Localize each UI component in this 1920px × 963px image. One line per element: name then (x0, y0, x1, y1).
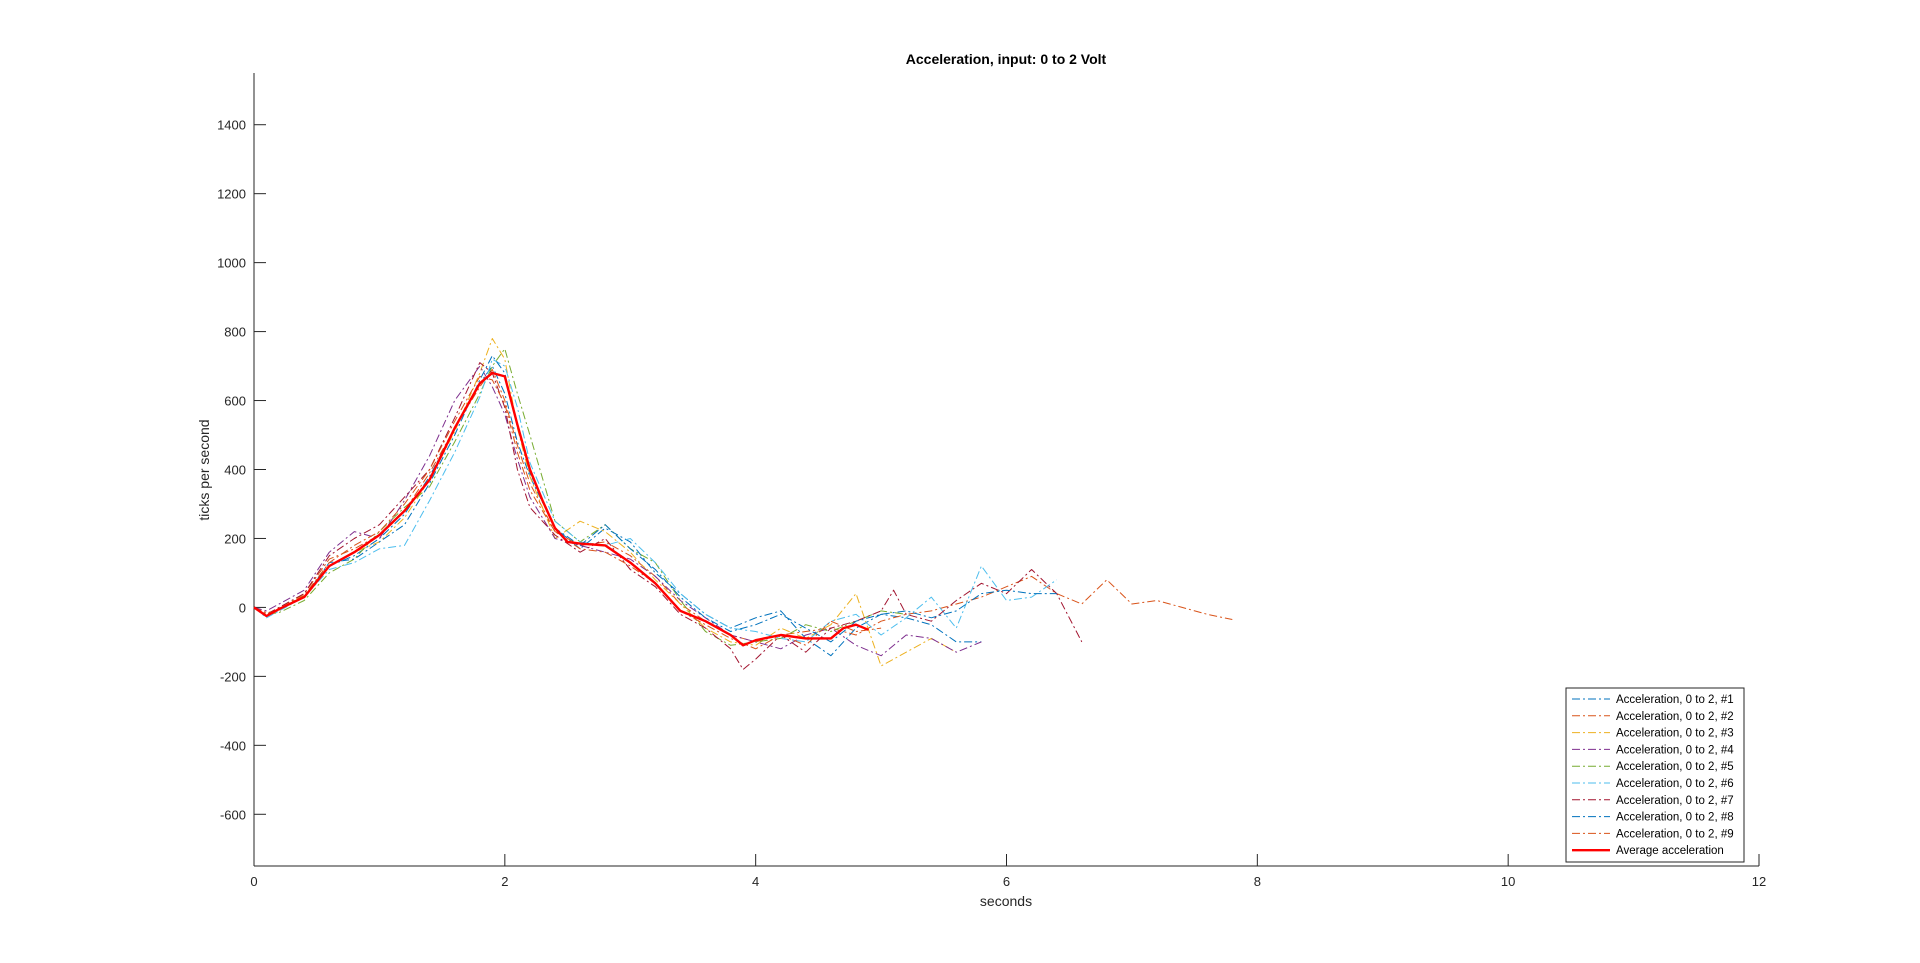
y-tick-label: 1400 (217, 118, 246, 133)
y-tick-label: -600 (220, 807, 246, 822)
legend-entry-label: Average acceleration (1616, 845, 1724, 857)
x-tick-label: 2 (501, 874, 508, 889)
legend-entry-label: Acceleration, 0 to 2, #5 (1616, 761, 1734, 773)
y-tick-label: -400 (220, 738, 246, 753)
series-line-4 (253, 365, 982, 657)
series-line-8 (253, 355, 1057, 643)
x-tick-label: 4 (752, 874, 759, 889)
legend: Acceleration, 0 to 2, #1 Acceleration, 0 … (1565, 687, 1745, 863)
x-tick-label: 0 (250, 874, 257, 889)
legend-entry-label: Acceleration, 0 to 2, #1 (1616, 694, 1734, 706)
y-tick-label: 600 (224, 394, 246, 409)
x-axis-label: seconds (980, 893, 1032, 909)
series-line-6 (253, 358, 1057, 643)
x-tick-label: 12 (1752, 874, 1766, 889)
y-tick-label: -200 (220, 669, 246, 684)
x-tick-label: 6 (1003, 874, 1010, 889)
y-ticks: -600 -400 -200 0 200 400 600 800 1000 1200 1400 (217, 118, 266, 822)
x-tick-label: 8 (1254, 874, 1261, 889)
y-tick-label: 800 (224, 325, 246, 340)
y-tick-label: 1000 (217, 256, 246, 271)
x-tick-label: 10 (1501, 874, 1515, 889)
series-line-7 (253, 362, 1083, 670)
y-axis-label: ticks per second (196, 419, 212, 520)
series-line-5 (253, 348, 907, 646)
y-tick-label: 400 (224, 463, 246, 478)
y-tick-label: 0 (239, 600, 246, 615)
legend-entry-label: Acceleration, 0 to 2, #2 (1616, 711, 1734, 723)
legend-entry-label: Acceleration, 0 to 2, #7 (1616, 795, 1734, 807)
legend-entry-label: Acceleration, 0 to 2, #9 (1616, 828, 1734, 840)
x-ticks: 0 2 4 6 8 10 12 (250, 854, 1766, 889)
y-tick-label: 1200 (217, 187, 246, 202)
legend-entry-label: Acceleration, 0 to 2, #4 (1616, 744, 1734, 756)
legend-entry-label: Acceleration, 0 to 2, #6 (1616, 778, 1734, 790)
series-line-9 (253, 375, 882, 650)
legend-entry-label: Acceleration, 0 to 2, #8 (1616, 812, 1734, 824)
legend-entry-label: Acceleration, 0 to 2, #3 (1616, 728, 1734, 740)
series-line-average (253, 371, 869, 647)
y-tick-label: 200 (224, 531, 246, 546)
chart-title: Acceleration, input: 0 to 2 Volt (906, 51, 1107, 67)
series-lines (253, 338, 1233, 670)
